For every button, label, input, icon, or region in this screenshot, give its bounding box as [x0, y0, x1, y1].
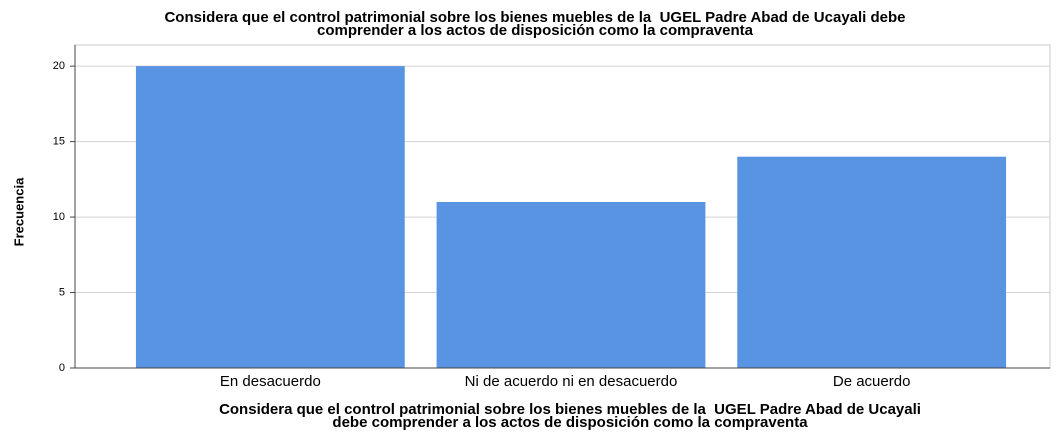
- y-tick-label: 20: [53, 60, 65, 72]
- y-tick-label: 15: [53, 136, 65, 148]
- x-tick-label: Ni de acuerdo ni en desacuerdo: [465, 373, 678, 390]
- y-axis-label: Frecuencia: [11, 177, 26, 246]
- y-tick-label: 0: [59, 362, 65, 374]
- chart-title-line: Considera que el control patrimonial sob…: [164, 9, 905, 26]
- x-tick-label: En desacuerdo: [220, 373, 321, 390]
- chart-title-line: comprender a los actos de disposición co…: [317, 22, 754, 39]
- bar: [135, 66, 405, 368]
- x-axis-label-line: debe comprender a los actos de disposici…: [332, 414, 808, 431]
- y-tick-label: 10: [53, 211, 65, 223]
- x-axis-label-line: Considera que el control patrimonial sob…: [219, 401, 921, 418]
- bar: [737, 156, 1007, 368]
- x-tick-label: De acuerdo: [833, 373, 911, 390]
- bar: [436, 201, 706, 368]
- y-tick-label: 5: [59, 286, 65, 298]
